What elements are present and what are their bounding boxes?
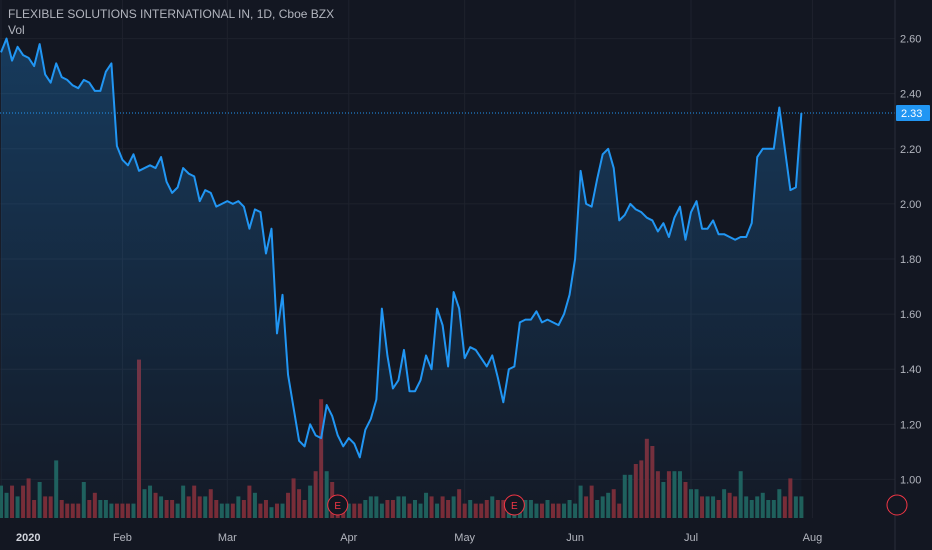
price-tick-label: 1.00 xyxy=(900,474,921,486)
last-price-tag-label: 2.33 xyxy=(901,108,922,120)
time-tick-label: 2020 xyxy=(16,532,40,544)
price-tick-label: 1.40 xyxy=(900,364,921,376)
time-tick-label: Mar xyxy=(218,532,237,544)
time-tick-label: Jun xyxy=(566,532,584,544)
earnings-marker[interactable] xyxy=(503,494,525,516)
time-tick-label: Apr xyxy=(340,532,357,544)
price-tick-label: 1.80 xyxy=(900,254,921,266)
last-price-tag: 2.33 xyxy=(896,104,930,121)
earnings-marker[interactable] xyxy=(886,494,908,516)
earnings-marker-label: E xyxy=(511,501,518,512)
price-tick-label: 2.00 xyxy=(900,199,921,211)
symbol-title[interactable]: FLEXIBLE SOLUTIONS INTERNATIONAL IN, 1D,… xyxy=(8,7,335,21)
earnings-marker[interactable] xyxy=(327,494,349,516)
time-tick-label: Aug xyxy=(803,532,823,544)
earnings-marker-label: E xyxy=(334,501,341,512)
last-price-tag-box xyxy=(896,104,930,121)
time-tick-label: Jul xyxy=(684,532,698,544)
price-axis[interactable]: 2.60 2.40 2.20 2.00 1.80 1.60 1.40 1.20 1.00 xyxy=(900,34,921,487)
time-tick-label: May xyxy=(454,532,475,544)
time-tick-label: Feb xyxy=(113,532,132,544)
volume-label[interactable]: Vol xyxy=(8,23,25,37)
price-tick-label: 1.20 xyxy=(900,419,921,431)
price-tick-label: 2.60 xyxy=(900,34,921,46)
price-area-fill xyxy=(1,38,802,518)
chart-legend: FLEXIBLE SOLUTIONS INTERNATIONAL IN, 1D,… xyxy=(8,6,334,38)
price-tick-label: 2.40 xyxy=(900,89,921,101)
price-tick-label: 1.60 xyxy=(900,309,921,321)
price-tick-label: 2.20 xyxy=(900,144,921,156)
price-line[interactable] xyxy=(0,37,803,459)
time-axis[interactable]: 2020 Feb Mar Apr May Jun Jul Aug xyxy=(16,532,822,544)
